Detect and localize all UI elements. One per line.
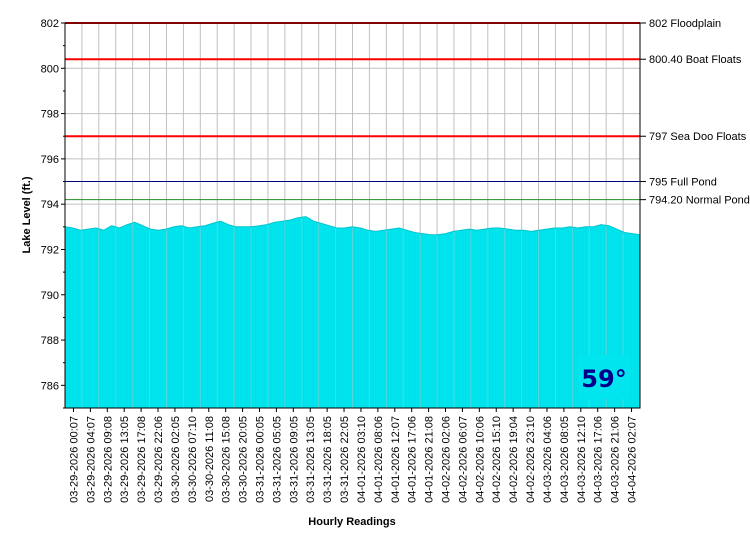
x-tick-label: 03-30-2026 20:05	[238, 416, 250, 503]
x-tick-label: 03-29-2026 09:08	[102, 416, 114, 503]
x-tick-label: 04-01-2026 21:08	[424, 416, 436, 503]
level-area	[64, 22, 641, 408]
x-tick-label: 03-30-2026 11:08	[204, 416, 216, 502]
plot-frame	[64, 22, 641, 409]
y-tick-label: 790	[41, 290, 59, 302]
x-tick-label: 04-03-2026 08:05	[559, 416, 571, 503]
reference-label: 797 Sea Doo Floats	[649, 131, 747, 143]
y-tick-label: 792	[41, 244, 59, 256]
x-tick-label: 04-01-2026 03:10	[356, 416, 368, 503]
x-tick-label: 03-30-2026 15:08	[221, 416, 233, 503]
x-tick-label: 03-29-2026 13:05	[119, 416, 131, 503]
x-tick-label: 04-02-2026 23:10	[525, 416, 537, 503]
level-line	[64, 216, 641, 236]
x-tick-label: 03-29-2026 04:07	[85, 416, 97, 503]
x-axis: 03-29-2026 00:07 03-29-2026 04:07 03-29-20…	[69, 408, 639, 503]
x-tick-label: 04-04-2026 02:07	[627, 416, 639, 503]
x-tick-label: 03-31-2026 05:05	[271, 416, 283, 503]
x-tick-label: 03-31-2026 13:05	[305, 416, 317, 503]
x-tick-label: 04-01-2026 12:07	[390, 416, 402, 503]
x-tick-label: 04-02-2026 02:06	[441, 416, 453, 503]
x-tick-label: 03-31-2026 18:05	[322, 416, 334, 503]
temperature-value: 59°	[581, 365, 626, 393]
y-tick-label: 788	[41, 335, 59, 347]
x-tick-label: 04-02-2026 10:06	[474, 416, 486, 503]
x-tick-label: 03-29-2026 22:06	[153, 416, 165, 503]
level-area-overlay	[65, 216, 640, 408]
reference-label: 794.20 Normal Pond	[649, 195, 750, 207]
x-tick-label: 04-02-2026 06:07	[457, 416, 469, 503]
reference-label: 795 Full Pond	[649, 177, 717, 189]
y-tick-label: 796	[41, 154, 59, 166]
x-tick-label: 03-30-2026 02:05	[170, 416, 182, 503]
x-tick-label: 03-31-2026 09:05	[288, 416, 300, 503]
reference-label: 802 Floodplain	[649, 18, 721, 30]
x-tick-label: 04-03-2026 21:06	[610, 416, 622, 503]
y-tick-label: 800	[41, 63, 59, 75]
x-tick-label: 03-31-2026 00:05	[255, 416, 267, 503]
y-tick-label: 786	[41, 380, 59, 392]
y-tick-label: 798	[41, 109, 59, 121]
x-tick-label: 04-01-2026 08:06	[373, 416, 385, 503]
x-tick-label: 04-01-2026 17:06	[407, 416, 419, 503]
temperature-badge: 59°	[579, 355, 629, 399]
x-tick-label: 03-30-2026 07:10	[187, 416, 199, 503]
y-axis-title: Lake Level (ft.)	[21, 176, 33, 253]
x-tick-label: 04-03-2026 04:06	[542, 416, 554, 503]
temperature-badge-bg	[579, 355, 629, 399]
x-tick-label: 04-03-2026 17:06	[593, 416, 605, 503]
x-tick-label: 03-31-2026 22:05	[339, 416, 351, 503]
x-tick-label: 04-02-2026 15:10	[491, 416, 503, 503]
x-tick-label: 04-02-2026 19:04	[508, 416, 520, 503]
reference-label: 800.40 Boat Floats	[649, 54, 742, 66]
y-axis: 786 788 790 792 794 796 798 800 802	[41, 18, 65, 409]
x-axis-title: Hourly Readings	[308, 516, 395, 528]
x-tick-label: 04-03-2026 12:10	[576, 416, 588, 503]
y-tick-label: 794	[41, 199, 59, 211]
x-tick-label: 03-29-2026 00:07	[69, 416, 81, 503]
y-tick-label: 802	[41, 18, 59, 30]
x-tick-label: 03-29-2026 17:08	[136, 416, 148, 503]
